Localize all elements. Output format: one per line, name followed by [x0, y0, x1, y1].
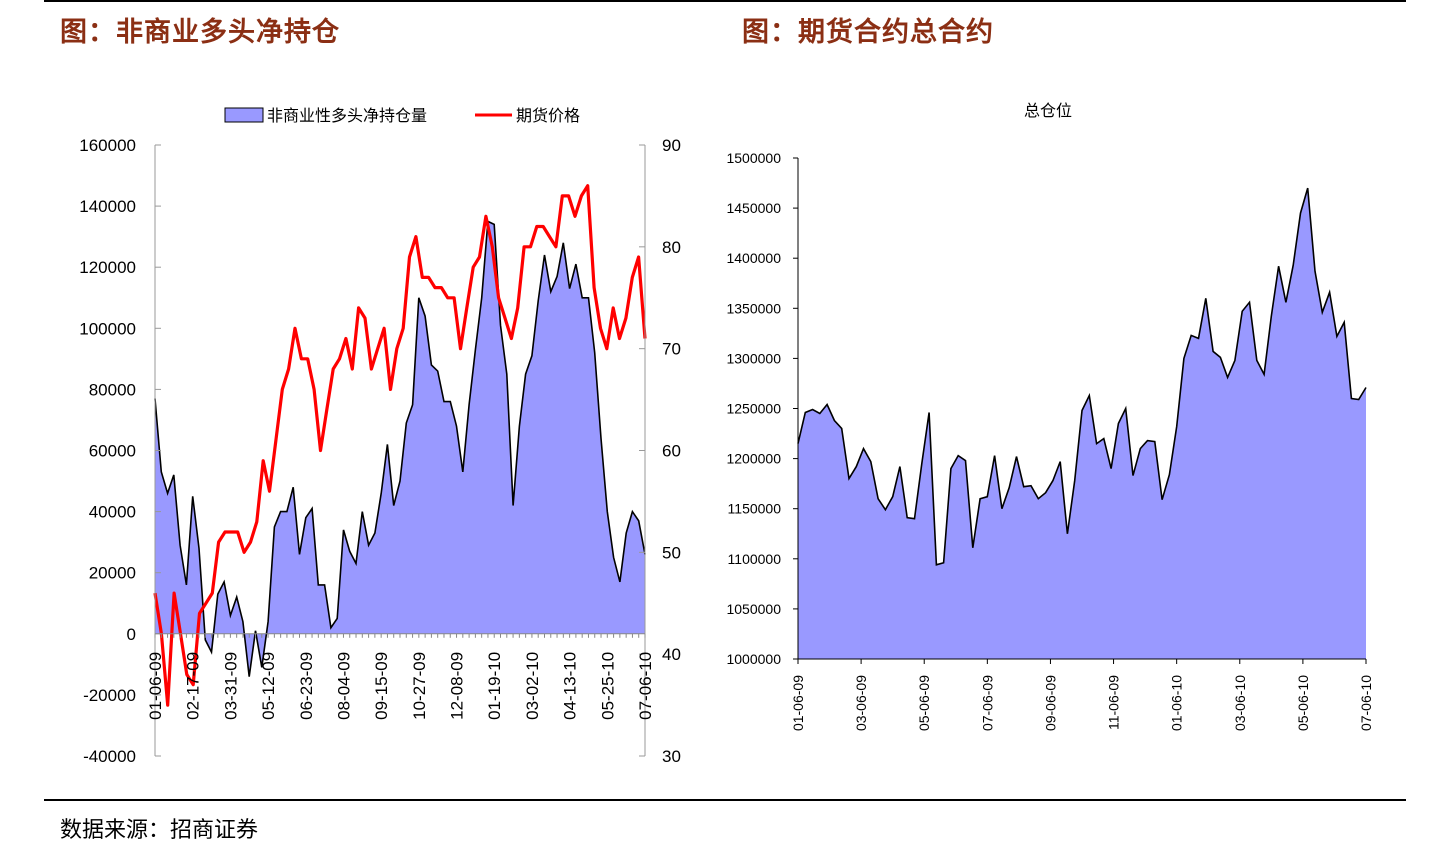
right-y-tick-label: 40: [662, 645, 681, 664]
right-y-tick-label: 60: [662, 442, 681, 461]
x-axis-tick-label: 04-13-10: [561, 652, 580, 720]
x-tick-label: 11-06-09: [1106, 675, 1122, 730]
legend-label-net-long: 非商业性多头净持仓量: [267, 107, 427, 125]
y-tick-label: 1150000: [728, 501, 782, 517]
x-axis-tick-label: 03-31-09: [221, 652, 240, 720]
right-chart-heading: 图：期货合约总合约: [742, 17, 994, 48]
legend-swatch-net-long: [224, 107, 264, 123]
left-y-tick-label: 160000: [79, 136, 136, 155]
x-tick-label: 01-06-09: [790, 675, 806, 731]
y-tick-label: 1250000: [726, 401, 781, 417]
x-axis-tick-label: 05-12-09: [259, 652, 278, 720]
x-axis-tick-label: 08-04-09: [334, 652, 353, 720]
x-tick-label: 05-06-10: [1295, 675, 1311, 731]
x-tick-label: 07-06-09: [979, 675, 995, 731]
x-axis-tick-label: 02-17-09: [184, 652, 203, 720]
y-tick-label: 1100000: [728, 551, 782, 567]
left-y-tick-label: -40000: [83, 747, 136, 766]
right-y-tick-label: 70: [662, 340, 681, 359]
net-long-outline: [154, 220, 646, 677]
right-y-tick-label: 50: [662, 543, 681, 562]
total-open-interest-chart: 1000000 1050000 1100000 1150000 1200000 12500…: [726, 102, 1374, 731]
left-y-tick-label: 140000: [79, 197, 136, 216]
left-y-tick-label: 100000: [79, 319, 136, 338]
y-tick-label: 1500000: [726, 150, 781, 166]
x-tick-label: 09-06-09: [1042, 675, 1058, 731]
y-tick-label: 1400000: [726, 250, 781, 266]
top-rule: [44, 0, 1406, 2]
net-long-area: [155, 221, 645, 677]
x-axis-tick-label: 01-19-10: [485, 652, 504, 720]
x-axis-tick-label: 01-06-09: [146, 652, 165, 720]
right-y-tick-label: 90: [662, 136, 681, 155]
total-position-outline: [797, 187, 1367, 566]
y-tick-label: 1300000: [726, 350, 781, 366]
left-y-tick-label: 0: [127, 625, 136, 644]
left-chart-heading: 图：非商业多头净持仓: [60, 17, 340, 48]
left-y-tick-label: 120000: [79, 258, 136, 277]
x-tick-label: 05-06-09: [916, 675, 932, 731]
legend-label-price: 期货价格: [516, 107, 580, 125]
y-tick-label: 1000000: [726, 651, 781, 667]
left-y-tick-label: 60000: [89, 442, 136, 461]
x-tick-label: 01-06-10: [1169, 675, 1185, 731]
x-axis-tick-label: 12-08-09: [448, 652, 467, 720]
x-tick-label: 03-06-10: [1232, 675, 1248, 731]
total-position-area: [798, 188, 1366, 659]
left-y-tick-label: -20000: [83, 686, 136, 705]
right-y-tick-label: 80: [662, 238, 681, 257]
bottom-rule: [44, 799, 1406, 801]
x-tick-label: 03-06-09: [853, 675, 869, 731]
y-tick-label: 1350000: [726, 300, 781, 316]
x-axis-tick-label: 10-27-09: [410, 652, 429, 720]
net-long-position-chart: -40000 -20000 0 20000 40000 60000 80000 100000 1…: [79, 107, 681, 766]
left-y-tick-label: 80000: [89, 380, 136, 399]
y-tick-label: 1450000: [726, 200, 781, 216]
left-y-tick-label: 20000: [89, 564, 136, 583]
data-source-note: 数据来源：招商证券: [60, 818, 259, 843]
right-y-tick-label: 30: [662, 747, 681, 766]
left-y-tick-label: 40000: [89, 503, 136, 522]
x-axis-tick-label: 06-23-09: [297, 652, 316, 720]
futures-price-line: [153, 184, 647, 707]
x-axis-tick-label: 03-02-10: [523, 652, 542, 720]
x-axis-tick-label: 07-06-10: [636, 652, 655, 720]
y-tick-label: 1200000: [726, 451, 781, 467]
chart-title: 总仓位: [1024, 102, 1072, 120]
x-axis-tick-label: 05-25-10: [598, 652, 617, 720]
x-axis-tick-label: 09-15-09: [372, 652, 391, 720]
x-tick-label: 07-06-10: [1358, 675, 1374, 731]
y-tick-label: 1050000: [726, 601, 781, 617]
